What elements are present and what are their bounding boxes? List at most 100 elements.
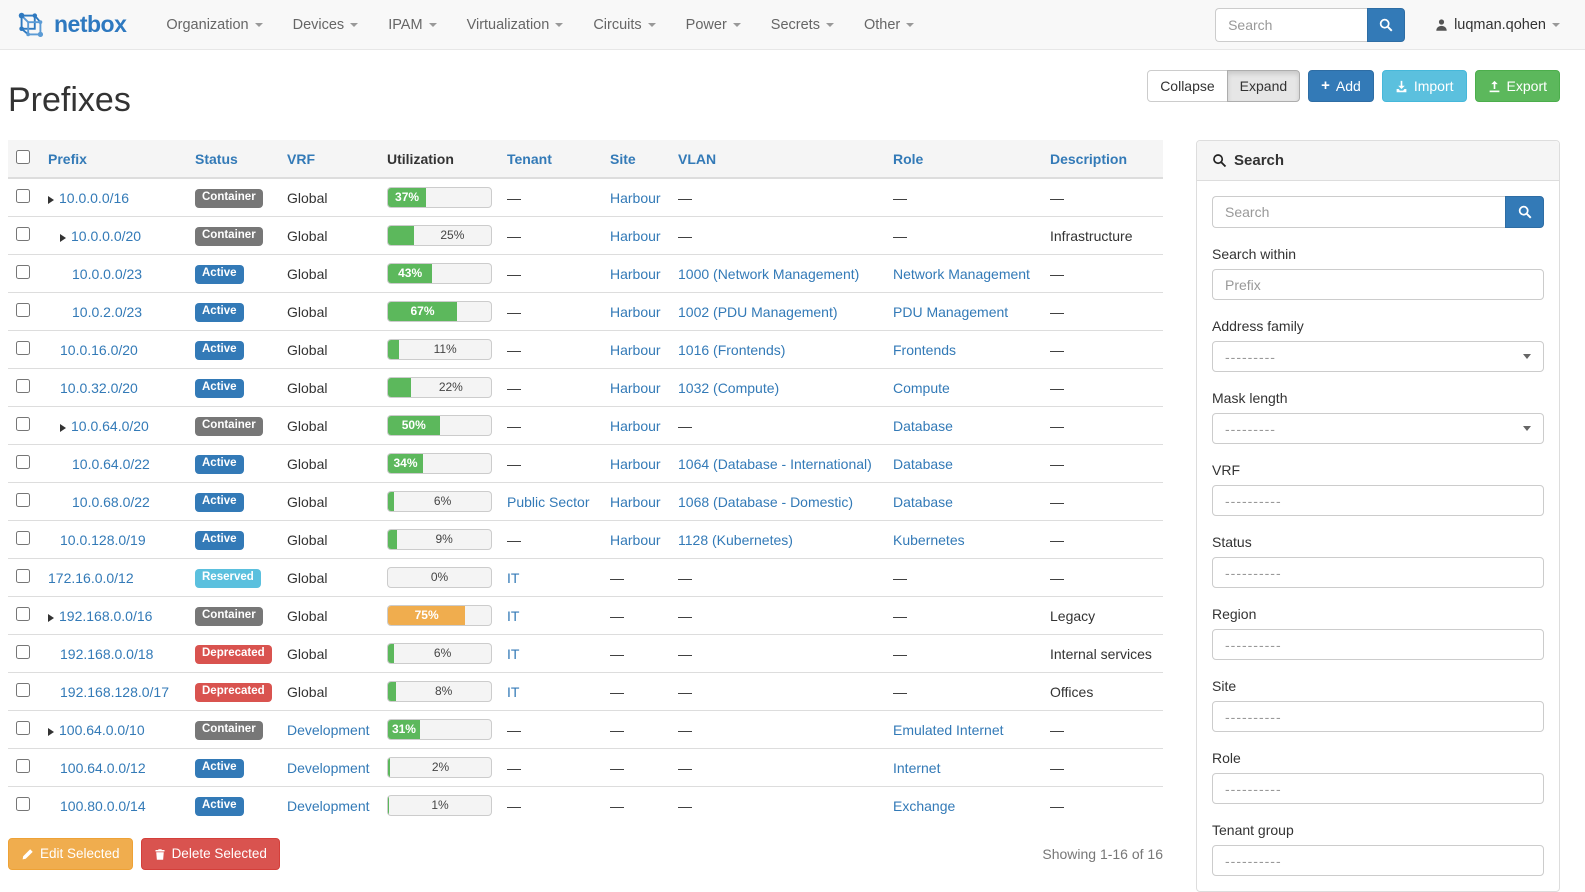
- prefix-link[interactable]: 10.0.0.0/20: [71, 227, 142, 244]
- column-header-vrf[interactable]: VRF: [279, 140, 379, 179]
- select-all-checkbox[interactable]: [16, 150, 30, 164]
- nav-menu-circuits[interactable]: Circuits: [578, 0, 670, 50]
- export-button[interactable]: Export: [1474, 70, 1560, 102]
- row-checkbox[interactable]: [16, 455, 30, 469]
- user-menu[interactable]: luqman.qohen: [1435, 17, 1560, 33]
- expand-caret-icon[interactable]: [60, 233, 66, 242]
- prefix-link[interactable]: 10.0.64.0/22: [72, 455, 150, 472]
- nav-menu-devices[interactable]: Devices: [278, 0, 374, 50]
- vrf-link[interactable]: Development: [287, 797, 370, 814]
- row-checkbox[interactable]: [16, 227, 30, 241]
- row-checkbox[interactable]: [16, 721, 30, 735]
- tenant-link[interactable]: Public Sector: [507, 493, 590, 510]
- nav-menu-other[interactable]: Other: [849, 0, 929, 50]
- site-link[interactable]: Harbour: [610, 341, 661, 358]
- row-checkbox[interactable]: [16, 341, 30, 355]
- expand-button[interactable]: Expand: [1226, 70, 1301, 102]
- prefix-link[interactable]: 192.168.0.0/18: [60, 645, 154, 662]
- role-link[interactable]: Network Management: [893, 265, 1030, 282]
- row-checkbox[interactable]: [16, 645, 30, 659]
- prefix-link[interactable]: 192.168.128.0/17: [60, 683, 169, 700]
- column-header-tenant[interactable]: Tenant: [499, 140, 602, 179]
- tenant-link[interactable]: IT: [507, 683, 520, 700]
- row-checkbox[interactable]: [16, 417, 30, 431]
- prefix-link[interactable]: 10.0.128.0/19: [60, 531, 146, 548]
- sidebar-search-button[interactable]: [1505, 196, 1544, 228]
- vlan-link[interactable]: 1064 (Database - International): [678, 455, 872, 472]
- nav-menu-organization[interactable]: Organization: [151, 0, 277, 50]
- prefix-link[interactable]: 10.0.64.0/20: [71, 417, 149, 434]
- collapse-button[interactable]: Collapse: [1147, 70, 1228, 102]
- prefix-link[interactable]: 100.64.0.0/12: [60, 759, 146, 776]
- search-within-input[interactable]: [1212, 269, 1544, 300]
- prefix-link[interactable]: 10.0.16.0/20: [60, 341, 138, 358]
- role-link[interactable]: Frontends: [893, 341, 957, 358]
- vlan-link[interactable]: 1128 (Kubernetes): [678, 531, 793, 548]
- row-checkbox[interactable]: [16, 303, 30, 317]
- navbar-search-button[interactable]: [1367, 7, 1406, 42]
- row-checkbox[interactable]: [16, 569, 30, 583]
- prefix-link[interactable]: 10.0.32.0/20: [60, 379, 138, 396]
- site-link[interactable]: Harbour: [610, 189, 661, 206]
- mask-length-select[interactable]: ---------: [1212, 413, 1544, 444]
- tenant-link[interactable]: IT: [507, 569, 520, 586]
- expand-caret-icon[interactable]: [48, 613, 54, 622]
- nav-menu-power[interactable]: Power: [671, 0, 756, 50]
- role-link[interactable]: PDU Management: [893, 303, 1009, 320]
- prefix-link[interactable]: 100.80.0.0/14: [60, 797, 146, 814]
- tenant-link[interactable]: IT: [507, 607, 520, 624]
- row-checkbox[interactable]: [16, 265, 30, 279]
- role-link[interactable]: Database: [893, 455, 953, 472]
- prefix-link[interactable]: 10.0.0.0/23: [72, 265, 143, 282]
- column-header-status[interactable]: Status: [187, 140, 279, 179]
- row-checkbox[interactable]: [16, 683, 30, 697]
- nav-menu-virtualization[interactable]: Virtualization: [452, 0, 579, 50]
- row-checkbox[interactable]: [16, 759, 30, 773]
- role-link[interactable]: Exchange: [893, 797, 956, 814]
- vlan-link[interactable]: 1002 (PDU Management): [678, 303, 838, 320]
- expand-caret-icon[interactable]: [48, 195, 54, 204]
- site-link[interactable]: Harbour: [610, 265, 661, 282]
- row-checkbox[interactable]: [16, 189, 30, 203]
- role-link[interactable]: Compute: [893, 379, 950, 396]
- site-select[interactable]: ----------: [1212, 701, 1544, 732]
- vrf-link[interactable]: Development: [287, 721, 370, 738]
- address-family-select[interactable]: ---------: [1212, 341, 1544, 372]
- site-link[interactable]: Harbour: [610, 531, 661, 548]
- row-checkbox[interactable]: [16, 797, 30, 811]
- role-link[interactable]: Emulated Internet: [893, 721, 1004, 738]
- row-checkbox[interactable]: [16, 493, 30, 507]
- role-link[interactable]: Kubernetes: [893, 531, 965, 548]
- prefix-link[interactable]: 10.0.0.0/16: [59, 189, 130, 206]
- status-select[interactable]: ----------: [1212, 557, 1544, 588]
- vrf-select[interactable]: ----------: [1212, 485, 1544, 516]
- sidebar-search-input[interactable]: [1212, 196, 1505, 228]
- region-select[interactable]: ----------: [1212, 629, 1544, 660]
- column-header-site[interactable]: Site: [602, 140, 670, 179]
- expand-caret-icon[interactable]: [60, 423, 66, 432]
- column-header-prefix[interactable]: Prefix: [40, 140, 187, 179]
- prefix-link[interactable]: 172.16.0.0/12: [48, 569, 134, 586]
- vrf-link[interactable]: Development: [287, 759, 370, 776]
- row-checkbox[interactable]: [16, 531, 30, 545]
- site-link[interactable]: Harbour: [610, 417, 661, 434]
- tenant-link[interactable]: IT: [507, 645, 520, 662]
- vlan-link[interactable]: 1016 (Frontends): [678, 341, 786, 358]
- site-link[interactable]: Harbour: [610, 227, 661, 244]
- prefix-link[interactable]: 10.0.68.0/22: [72, 493, 150, 510]
- tenant-group-select[interactable]: ----------: [1212, 845, 1544, 876]
- row-checkbox[interactable]: [16, 607, 30, 621]
- column-header-vlan[interactable]: VLAN: [670, 140, 885, 179]
- row-checkbox[interactable]: [16, 379, 30, 393]
- import-button[interactable]: Import: [1381, 70, 1467, 102]
- role-link[interactable]: Database: [893, 417, 953, 434]
- column-header-role[interactable]: Role: [885, 140, 1042, 179]
- vlan-link[interactable]: 1032 (Compute): [678, 379, 780, 396]
- site-link[interactable]: Harbour: [610, 303, 661, 320]
- prefix-link[interactable]: 192.168.0.0/16: [59, 607, 153, 624]
- delete-selected-button[interactable]: Delete Selected: [140, 838, 280, 870]
- site-link[interactable]: Harbour: [610, 455, 661, 472]
- add-button[interactable]: + Add: [1308, 70, 1374, 102]
- edit-selected-button[interactable]: Edit Selected: [8, 838, 133, 870]
- navbar-search-input[interactable]: [1215, 7, 1368, 42]
